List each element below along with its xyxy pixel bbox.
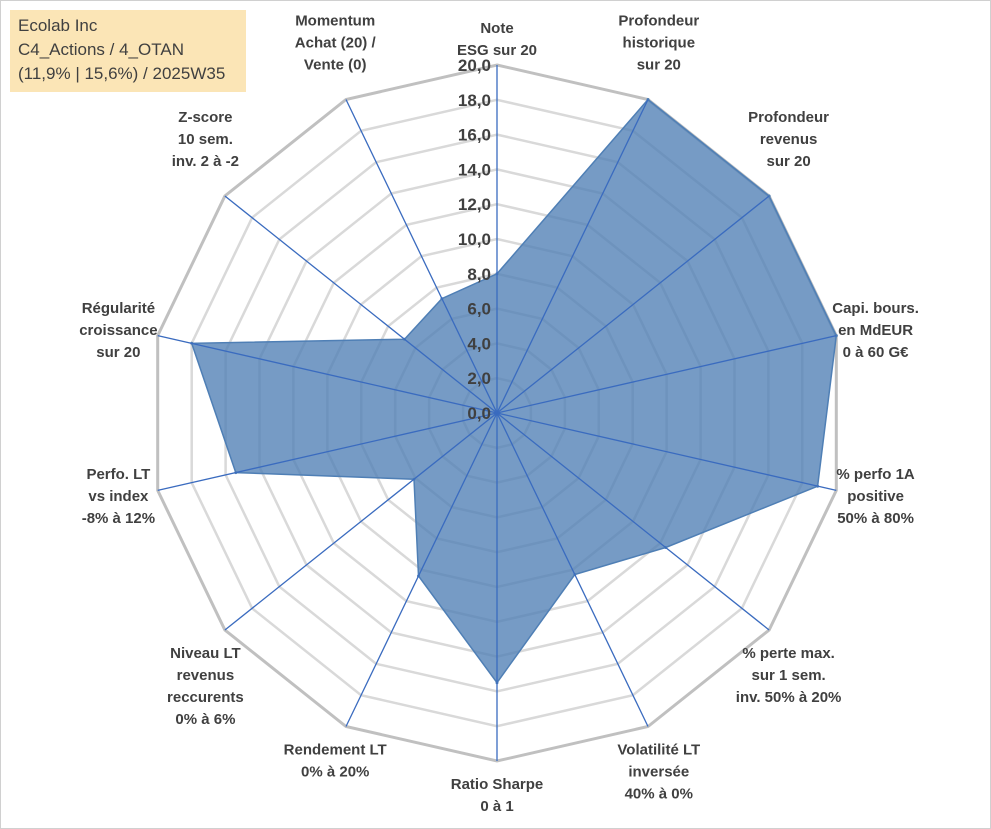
axis-label-line: Vente (0) <box>304 57 367 74</box>
radial-tick-labels: 0,0 2,0 4,0 6,0 8,0 10,0 12,0 14,0 16,0 18,0 20,0 <box>458 56 491 423</box>
axis-label-line: sur 20 <box>637 57 681 74</box>
axis-spoke <box>496 412 649 727</box>
axis-spoke <box>157 412 498 492</box>
axis-label-line: 40% à 0% <box>625 786 693 803</box>
axis-label-line: 10 sem. <box>178 131 233 148</box>
performance-summary: (11,9% | 15,6%) / 2025W35 <box>18 64 226 83</box>
axis-spoke <box>345 99 498 414</box>
axis-label-line: 0% à 6% <box>175 711 235 728</box>
axis-label: Ratio Sharpe 0 à 1 <box>451 776 544 815</box>
axis-label-line: Rendement LT <box>284 742 387 759</box>
axis-label-line: Ratio Sharpe <box>451 776 544 793</box>
axis-label-line: -8% à 12% <box>82 510 155 527</box>
axis-label-line: % perfo 1A <box>836 466 915 483</box>
axis-label-line: Profondeur <box>748 109 829 126</box>
tick-label: 18,0 <box>458 91 491 110</box>
axis-label: Volatilité LT inversée 40% à 0% <box>617 742 700 803</box>
axis-spoke <box>157 334 498 414</box>
axis-label-line: reccurents <box>167 689 244 706</box>
axis-label-line: % perte max. <box>742 645 835 662</box>
tick-label: 2,0 <box>467 369 491 388</box>
portfolio-category: C4_Actions / 4_OTAN <box>18 40 184 59</box>
tick-label: 10,0 <box>458 230 491 249</box>
radar-spokes <box>157 65 837 761</box>
axis-label-line: vs index <box>88 488 149 505</box>
axis-label-line: Régularité <box>82 300 155 317</box>
axis-label-line: sur 1 sem. <box>751 667 825 684</box>
radar-series <box>190 98 838 685</box>
axis-label: Perfo. LT vs index -8% à 12% <box>82 466 155 527</box>
axis-label-line: Perfo. LT <box>86 466 150 483</box>
axis-spoke <box>224 195 498 414</box>
axis-label: Note ESG sur 20 <box>457 20 537 59</box>
axis-label-line: ESG sur 20 <box>457 42 537 59</box>
axis-label-line: Capi. bours. <box>832 300 919 317</box>
axis-label-line: 0% à 20% <box>301 764 369 781</box>
axis-label: Niveau LT revenus reccurents 0% à 6% <box>167 645 244 728</box>
axis-label-line: Achat (20) / <box>295 35 377 52</box>
axis-label-line: historique <box>623 35 696 52</box>
tick-label: 12,0 <box>458 195 491 214</box>
tick-label: 6,0 <box>467 300 491 319</box>
axis-label: % perte max. sur 1 sem. inv. 50% à 20% <box>736 645 842 706</box>
axis-label: Profondeur revenus sur 20 <box>748 109 829 170</box>
axis-spoke <box>345 412 498 727</box>
axis-spoke <box>496 334 837 414</box>
axis-label-line: revenus <box>177 667 235 684</box>
axis-label: Profondeur historique sur 20 <box>618 13 699 74</box>
axis-label-line: inversée <box>628 764 689 781</box>
axis-label-line: inv. 50% à 20% <box>736 689 842 706</box>
info-box: Ecolab Inc C4_Actions / 4_OTAN (11,9% | … <box>10 10 246 92</box>
axis-label-line: croissance <box>79 322 157 339</box>
axis-spoke <box>496 412 837 492</box>
axis-label-line: Note <box>480 20 513 37</box>
axis-label: Régularité croissance sur 20 <box>79 300 157 361</box>
axis-label-line: en MdEUR <box>838 322 913 339</box>
axis-spoke <box>224 412 498 631</box>
axis-label-line: revenus <box>760 131 818 148</box>
axis-label-line: sur 20 <box>766 153 810 170</box>
axis-label: Capi. bours. en MdEUR 0 à 60 G€ <box>832 300 919 361</box>
tick-label: 20,0 <box>458 56 491 75</box>
tick-label: 4,0 <box>467 334 491 353</box>
axis-label-line: Profondeur <box>618 13 699 30</box>
axis-label-line: Z-score <box>178 109 232 126</box>
axis-label-line: inv. 2 à -2 <box>172 153 239 170</box>
axis-label-line: Niveau LT <box>170 645 241 662</box>
tick-label: 16,0 <box>458 126 491 145</box>
axis-label-line: Volatilité LT <box>617 742 700 759</box>
axis-label: Rendement LT 0% à 20% <box>284 742 387 781</box>
axis-spoke <box>496 412 770 631</box>
axis-label: Z-score 10 sem. inv. 2 à -2 <box>172 109 239 170</box>
tick-label: 0,0 <box>467 404 491 423</box>
axis-label-line: 50% à 80% <box>837 510 914 527</box>
company-name: Ecolab Inc <box>18 16 98 35</box>
axis-label-line: Momentum <box>295 13 375 30</box>
axis-label-line: sur 20 <box>96 344 140 361</box>
axis-labels: Note ESG sur 20 Profondeur historique sur 20… <box>79 13 919 816</box>
axis-label: % perfo 1A positive 50% à 80% <box>836 466 915 527</box>
axis-label-line: 0 à 1 <box>480 798 513 815</box>
axis-spoke <box>496 195 770 414</box>
axis-label-line: 0 à 60 G€ <box>843 344 910 361</box>
axis-spoke <box>496 99 649 414</box>
tick-label: 8,0 <box>467 265 491 284</box>
axis-label-line: positive <box>847 488 904 505</box>
axis-label: Momentum Achat (20) / Vente (0) <box>295 13 377 74</box>
tick-label: 14,0 <box>458 160 491 179</box>
